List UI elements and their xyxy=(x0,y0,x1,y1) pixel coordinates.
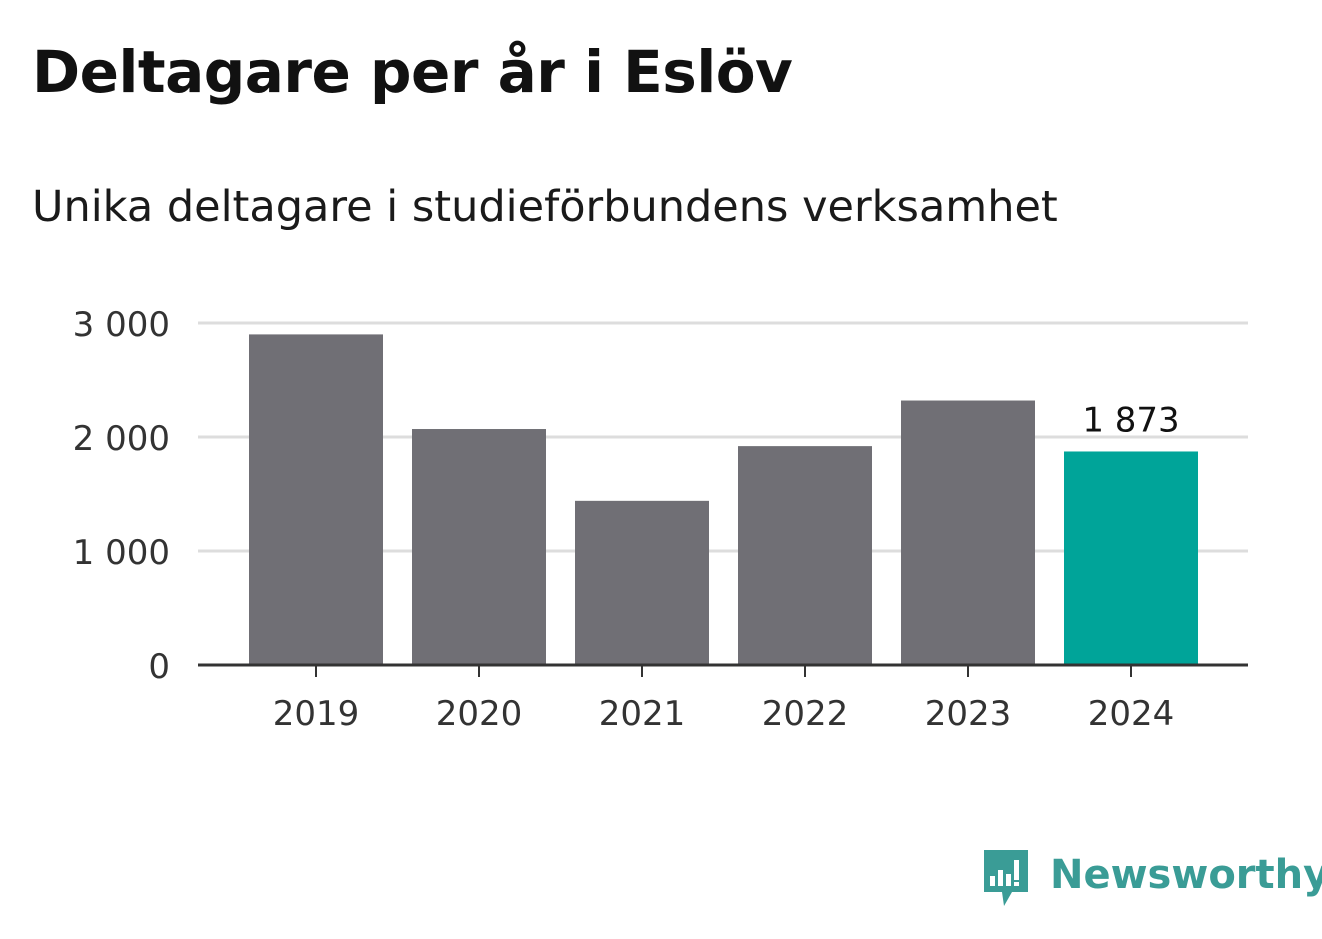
y-tick-label: 0 xyxy=(148,647,170,687)
data-label: 1 873 xyxy=(1082,400,1179,440)
y-tick-label: 2 000 xyxy=(73,419,170,459)
bar xyxy=(901,400,1035,665)
x-tick-label: 2019 xyxy=(273,694,360,734)
bar xyxy=(575,500,709,665)
bar xyxy=(412,429,546,665)
bar-highlight xyxy=(1064,451,1198,665)
y-tick-label: 1 000 xyxy=(73,533,170,573)
x-tick-label: 2024 xyxy=(1088,694,1175,734)
x-tick-label: 2021 xyxy=(599,694,686,734)
bar-chart: 0 1 000 2 000 3 000 2019 2020 2021 2022 2023 2024… xyxy=(73,305,1248,734)
x-tick-label: 2022 xyxy=(762,694,849,734)
bar xyxy=(249,334,383,665)
y-tick-label: 3 000 xyxy=(73,305,170,345)
newsworthy-logo-icon xyxy=(984,850,1028,906)
chart-title: Deltagare per år i Eslöv xyxy=(32,38,793,106)
brand-name: Newsworthy xyxy=(1050,852,1322,898)
x-tick-label: 2023 xyxy=(925,694,1012,734)
chart-subtitle: Unika deltagare i studieförbundens verks… xyxy=(32,182,1058,232)
bar xyxy=(738,446,872,665)
x-tick-label: 2020 xyxy=(436,694,523,734)
brand-logo: Newsworthy xyxy=(980,846,1322,910)
